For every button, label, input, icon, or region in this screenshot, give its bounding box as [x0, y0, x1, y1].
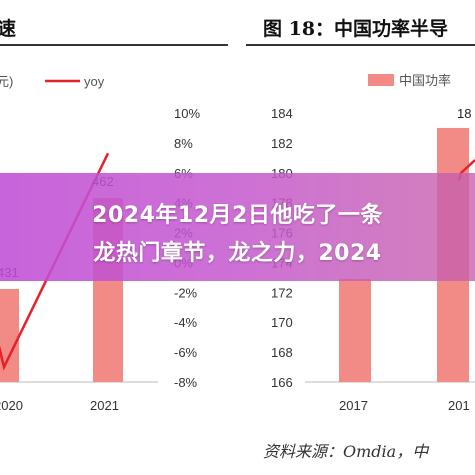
right-bar: [339, 278, 371, 382]
right-data-labels: 18: [457, 106, 471, 121]
left-x-tick-label: 2021: [90, 398, 119, 413]
right-title-rule: [246, 44, 475, 46]
left-y2-tick-label: -4%: [174, 315, 198, 330]
legend-swatch-china-power: [368, 74, 394, 86]
left-bar: [0, 289, 19, 382]
left-legend-fragment: 元): [0, 74, 13, 89]
source-note: 资料来源：Omdia，中: [263, 442, 429, 461]
left-title-rule: [0, 44, 228, 46]
right-y-tick-label: 168: [271, 345, 293, 360]
left-y2-tick-label: -6%: [174, 345, 198, 360]
right-x-tick-label: 201: [448, 398, 470, 413]
right-y-tick-label: 172: [271, 285, 293, 300]
right-y-tick-label: 170: [271, 315, 293, 330]
left-y2-tick-label: 8%: [174, 136, 193, 151]
overlay-headline-line-1: 2024年12月2日他吃了一条: [92, 203, 383, 228]
right-data-label: 18: [457, 106, 471, 121]
right-x-tick-labels: 2017 201: [339, 398, 470, 413]
overlay-headline-line-2: 龙热门章节，龙之力，2024: [93, 241, 382, 266]
right-y-tick-label: 184: [271, 106, 293, 121]
right-y-tick-label: 166: [271, 375, 293, 390]
left-y2-tick-label: -8%: [174, 375, 198, 390]
legend-yoy-label: yoy: [84, 74, 105, 89]
right-y-tick-label: 182: [271, 136, 293, 151]
right-figure-title: 图 18：中国功率半导: [263, 18, 449, 40]
left-figure-title: 速: [0, 18, 17, 40]
legend-label-china-power: 中国功率: [399, 73, 451, 88]
left-y2-tick-label: -2%: [174, 285, 198, 300]
headline-overlay: [0, 173, 475, 281]
left-y2-tick-label: 10%: [174, 106, 200, 121]
right-x-tick-label: 2017: [339, 398, 368, 413]
